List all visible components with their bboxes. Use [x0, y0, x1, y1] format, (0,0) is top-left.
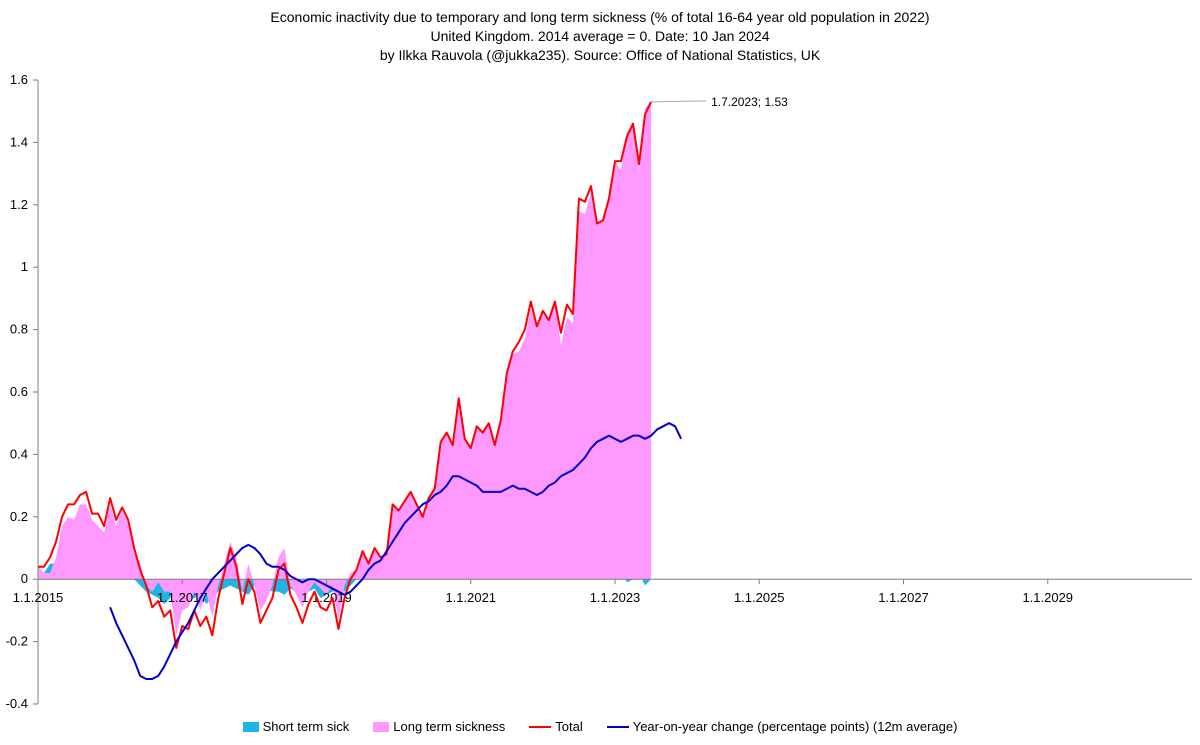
x-tick-label: 1.1.2027 [878, 590, 929, 605]
x-axis: 1.1.2015 1.1.2017 1.1.2019 1.1.2021 1.1.2023… [13, 578, 1192, 605]
legend: Short term sick Long term sickness Total… [0, 719, 1200, 734]
x-tick-label: 1.1.2029 [1022, 590, 1073, 605]
legend-swatch-yoy [606, 725, 629, 728]
legend-item-total: Total [529, 719, 583, 734]
legend-swatch-short-term [242, 721, 259, 732]
y-tick-label: 0.4 [10, 446, 28, 461]
annotation-leader-line [651, 100, 707, 103]
legend-swatch-total [529, 725, 552, 728]
legend-label-total: Total [555, 719, 583, 734]
chart-title-line-3: by Ilkka Rauvola (@jukka235). Source: Of… [379, 47, 821, 63]
x-tick-label: 1.1.2025 [734, 590, 785, 605]
y-tick-label: 0.8 [10, 322, 28, 337]
x-tick-label: 1.1.2021 [445, 590, 496, 605]
long-term-sickness-area-group [38, 101, 652, 636]
total-line-group [38, 101, 652, 649]
total-line [38, 101, 652, 649]
y-tick-label: 0 [21, 571, 28, 586]
legend-label-long-term: Long term sickness [393, 719, 506, 734]
y-tick-label: 1.4 [10, 134, 28, 149]
yoy-change-line [109, 422, 683, 681]
legend-label-short-term: Short term sick [262, 719, 350, 734]
chart-title-line-1: Economic inactivity due to temporary and… [270, 9, 930, 25]
y-tick-label: 1.6 [10, 72, 28, 87]
chart-title: Economic inactivity due to temporary and… [0, 8, 1200, 65]
y-axis: -0.4 -0.2 0 0.2 0.4 0.6 0.8 1 1.2 1.4 1.6 [6, 72, 39, 711]
yoy-line-group [109, 422, 683, 681]
y-tick-label: -0.4 [6, 696, 28, 711]
x-tick-label: 1.1.2017 [157, 590, 208, 605]
long-term-sickness-area [38, 101, 652, 636]
y-tick-label: 0.6 [10, 384, 28, 399]
y-tick-label: -0.2 [6, 634, 28, 649]
legend-item-yoy: Year-on-year change (percentage points) … [606, 719, 958, 734]
annotation-label: 1.7.2023; 1.53 [711, 95, 788, 109]
y-tick-label: 1 [21, 259, 28, 274]
y-tick-label: 1.2 [10, 197, 28, 212]
legend-label-yoy: Year-on-year change (percentage points) … [632, 719, 958, 734]
x-tick-label: 1.1.2015 [13, 590, 64, 605]
y-tick-label: 0.2 [10, 509, 28, 524]
legend-item-short-term: Short term sick [242, 719, 350, 734]
annotation-group: 1.7.2023; 1.53 [651, 95, 788, 109]
legend-item-long-term: Long term sickness [373, 719, 505, 734]
x-tick-label: 1.1.2023 [590, 590, 641, 605]
chart-title-line-2: United Kingdom. 2014 average = 0. Date: … [430, 28, 770, 44]
legend-swatch-long-term [373, 721, 390, 732]
